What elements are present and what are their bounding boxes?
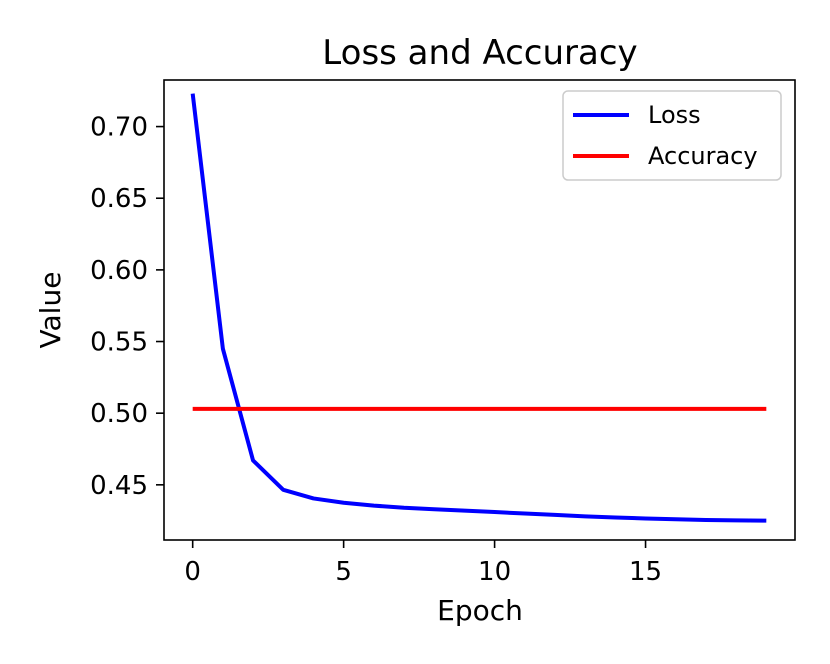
y-axis-label: Value: [34, 272, 67, 349]
y-tick-label: 0.50: [90, 399, 148, 429]
x-tick-label: 0: [184, 557, 201, 587]
legend: Loss Accuracy: [562, 90, 782, 181]
x-tick-label: 5: [335, 557, 352, 587]
x-tick-label: 10: [478, 557, 511, 587]
plot-area: [163, 79, 796, 541]
legend-label-loss: Loss: [648, 101, 701, 129]
y-tick-label: 0.55: [90, 328, 148, 358]
y-tick-label: 0.45: [90, 471, 148, 501]
y-axis: 0.45 0.50 0.55 0.60 0.65 0.70: [90, 113, 164, 501]
y-tick-label: 0.65: [90, 184, 148, 214]
series-line-loss: [190, 93, 767, 523]
x-axis: 0 5 10 15: [184, 540, 662, 587]
series-layer: [190, 93, 767, 523]
axes-frame: [163, 79, 796, 541]
x-axis-label: Epoch: [437, 594, 523, 627]
y-tick-label: 0.70: [90, 113, 148, 143]
x-tick-label: 15: [629, 557, 662, 587]
chart-title: Loss and Accuracy: [322, 33, 637, 73]
legend-label-accuracy: Accuracy: [648, 142, 758, 170]
y-tick-label: 0.60: [90, 256, 148, 286]
